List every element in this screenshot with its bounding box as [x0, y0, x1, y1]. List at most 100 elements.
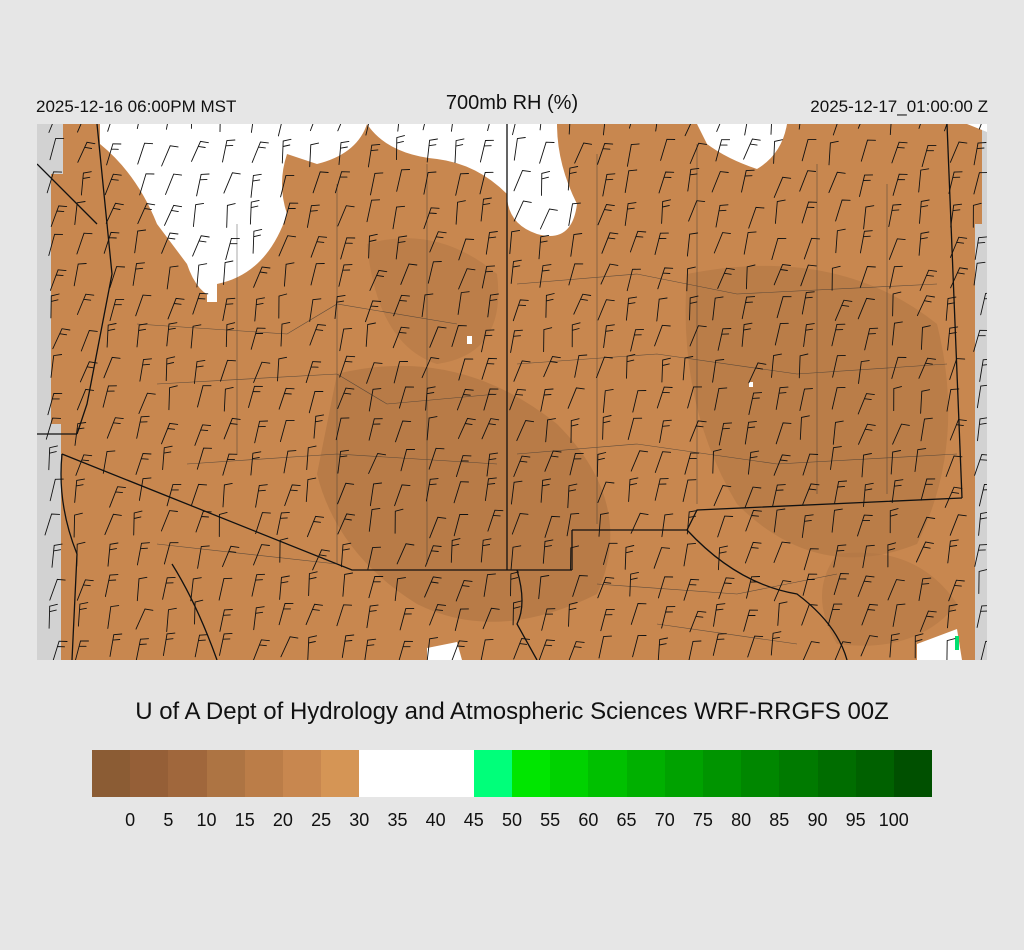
wind-barb: [541, 170, 551, 196]
wind-barb: [219, 124, 221, 133]
wind-barb: [368, 418, 383, 441]
wind-barb: [540, 388, 554, 412]
wind-barb: [863, 482, 874, 508]
wind-barb: [714, 387, 728, 411]
wind-barb: [423, 171, 437, 195]
wind-barb: [627, 417, 643, 440]
wind-barb: [103, 356, 121, 379]
wind-barb: [630, 512, 649, 534]
wind-barb: [250, 451, 262, 476]
wind-barb: [451, 325, 467, 347]
wind-barb: [827, 603, 843, 626]
rh-moist-region: [967, 124, 987, 132]
colorbar-cell: [512, 750, 551, 797]
wind-barb: [974, 236, 987, 260]
wind-barb: [744, 124, 748, 136]
wind-barb: [596, 356, 613, 379]
wind-barb: [773, 541, 791, 563]
wind-barb: [661, 513, 674, 538]
wind-barb: [251, 141, 269, 163]
rh-colorbar: [92, 750, 933, 797]
wind-barb: [800, 264, 817, 287]
wind-barb: [278, 235, 297, 257]
wind-barb: [365, 322, 376, 347]
wind-barb: [369, 482, 383, 507]
wind-barb: [574, 142, 593, 164]
wind-barb: [457, 417, 476, 439]
wind-barb: [828, 171, 846, 194]
wind-barb: [973, 329, 987, 352]
wind-barb: [916, 295, 935, 317]
wind-barb: [480, 197, 492, 222]
wind-barb: [103, 231, 120, 254]
wind-barb: [284, 484, 301, 507]
wind-barb: [602, 173, 616, 197]
wind-barb: [712, 296, 724, 321]
rh-moist-region: [367, 124, 577, 236]
wind-barb: [887, 579, 905, 601]
colorbar-label: 75: [692, 810, 713, 830]
wind-barb: [423, 207, 440, 230]
wind-barb: [367, 143, 381, 168]
wind-barb: [283, 450, 297, 474]
wind-barb: [512, 124, 516, 136]
wind-barb: [253, 544, 270, 566]
wind-barb: [835, 228, 846, 254]
wind-barb: [166, 484, 182, 507]
wind-barb: [280, 321, 291, 347]
wind-barb: [79, 361, 98, 383]
wind-barb: [194, 599, 204, 625]
colorbar-label: 20: [272, 810, 293, 830]
wind-barb: [364, 638, 377, 660]
wind-barb: [748, 206, 765, 229]
wind-barb: [602, 388, 614, 414]
wind-barb: [626, 353, 636, 379]
wind-barb: [775, 386, 789, 410]
wind-barb: [283, 262, 295, 287]
wind-barb: [949, 141, 968, 163]
wind-barb: [394, 508, 404, 534]
wind-barb: [485, 231, 498, 255]
wind-barb: [400, 263, 418, 285]
colorbar-cell: [244, 750, 283, 797]
wind-barb: [77, 141, 96, 163]
wind-barb: [773, 264, 791, 286]
colorbar-cell: [779, 750, 818, 797]
wind-barb: [336, 604, 353, 627]
wind-barb: [77, 602, 89, 627]
wind-barb: [918, 577, 932, 601]
colorbar-cell: [741, 750, 780, 797]
wind-barb: [835, 199, 851, 222]
wind-barb: [46, 171, 63, 194]
wind-barb: [686, 266, 696, 292]
wind-barb: [136, 576, 148, 602]
wind-barb: [834, 480, 848, 504]
wind-barb: [425, 545, 442, 567]
wind-barb: [689, 325, 707, 347]
wind-barb: [859, 174, 874, 197]
colorbar-cell: [588, 750, 627, 797]
rh-map-canvas: [37, 124, 987, 660]
wind-barb: [136, 542, 150, 566]
wind-barb: [513, 638, 531, 660]
wind-barb: [718, 577, 735, 600]
wind-barb: [253, 266, 271, 288]
wind-barb: [629, 230, 647, 253]
wind-barb: [222, 139, 236, 163]
wind-barb: [516, 420, 535, 442]
wind-barb: [597, 481, 615, 503]
wind-barb: [161, 232, 179, 254]
wind-barb: [481, 357, 498, 380]
wind-barb: [104, 513, 122, 536]
wind-barb: [219, 609, 233, 632]
wind-barb: [771, 353, 782, 378]
valid-time-utc: 2025-12-17_01:00:00 Z: [810, 97, 988, 116]
wind-barb: [770, 631, 782, 656]
wind-barb: [567, 387, 585, 409]
rh-map: [37, 124, 987, 660]
wind-barb: [309, 298, 322, 322]
wind-barb: [308, 391, 324, 414]
wind-barb: [803, 548, 819, 571]
wind-barb: [340, 237, 356, 260]
wind-barb: [102, 385, 117, 408]
